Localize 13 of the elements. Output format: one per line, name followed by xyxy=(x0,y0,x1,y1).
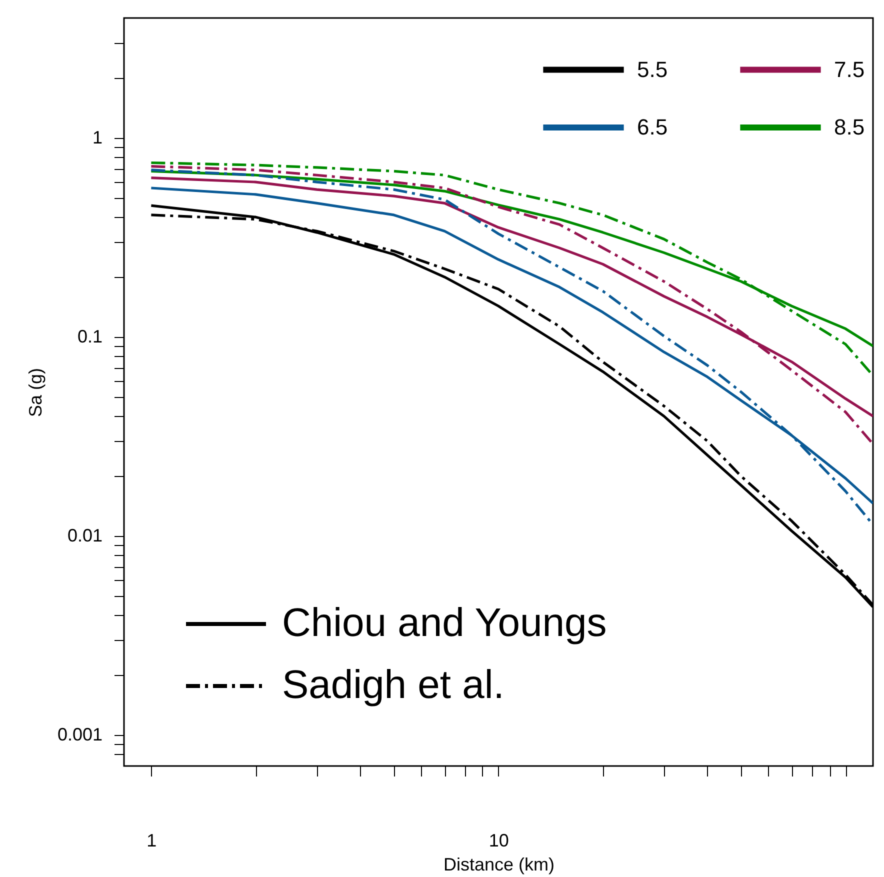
annotation: Chiou and Youngs xyxy=(282,601,607,645)
x-axis-title: Distance (km) xyxy=(443,854,555,874)
x-tick-label: 10 xyxy=(488,830,509,850)
annotation: Sadigh et al. xyxy=(282,663,504,707)
y-tick-label: 0.01 xyxy=(67,526,102,546)
legend-label: 5.5 xyxy=(637,56,668,82)
legend-label: 6.5 xyxy=(637,114,668,140)
y-tick-label: 0.001 xyxy=(57,724,102,745)
legend-label: 7.5 xyxy=(834,56,865,82)
y-axis-title: Sa (g) xyxy=(25,368,46,418)
legend-label: 8.5 xyxy=(834,114,865,140)
y-tick-label: 0.1 xyxy=(77,326,102,346)
y-tick-label: 1 xyxy=(92,127,102,148)
